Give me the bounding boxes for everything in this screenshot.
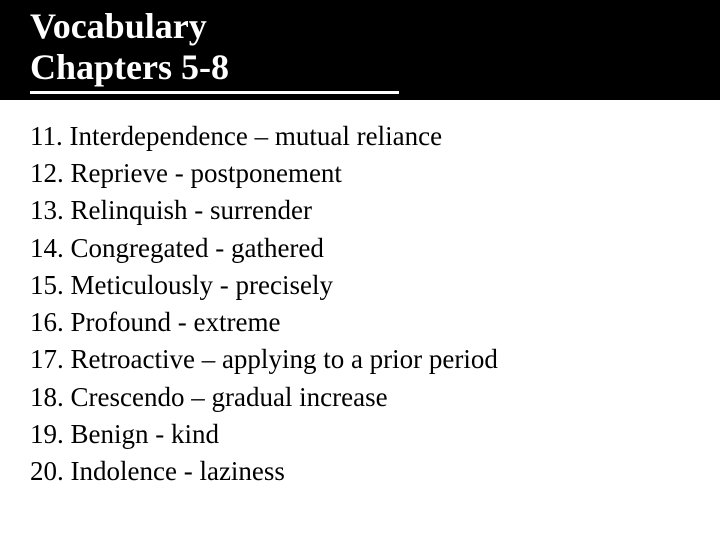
item-separator: -: [215, 233, 224, 263]
item-definition: precisely: [236, 270, 333, 300]
list-item: 12. Reprieve - postponement: [30, 155, 720, 192]
list-item: 13. Relinquish - surrender: [30, 192, 720, 229]
title-line-1: Vocabulary: [30, 6, 207, 46]
item-definition: surrender: [210, 195, 312, 225]
item-word: Benign: [71, 419, 149, 449]
item-number: 19.: [30, 419, 64, 449]
list-item: 15. Meticulously - precisely: [30, 267, 720, 304]
title-line-2: Chapters 5-8: [30, 47, 229, 87]
item-definition: gradual increase: [211, 382, 387, 412]
item-word: Profound: [71, 307, 172, 337]
item-word: Retroactive: [71, 344, 195, 374]
item-definition: mutual reliance: [275, 121, 442, 151]
item-definition: laziness: [199, 456, 284, 486]
item-separator: –: [202, 344, 216, 374]
item-separator: -: [184, 456, 193, 486]
item-word: Relinquish: [71, 195, 188, 225]
item-separator: -: [220, 270, 229, 300]
item-definition: kind: [171, 419, 219, 449]
item-definition: postponement: [190, 158, 341, 188]
item-separator: -: [175, 158, 184, 188]
slide-header: Vocabulary Chapters 5-8: [0, 0, 720, 100]
item-word: Meticulously: [71, 270, 214, 300]
item-number: 11.: [30, 121, 63, 151]
list-item: 14. Congregated - gathered: [30, 230, 720, 267]
list-item: 11. Interdependence – mutual reliance: [30, 118, 720, 155]
list-item: 16. Profound - extreme: [30, 304, 720, 341]
item-number: 14.: [30, 233, 64, 263]
list-item: 19. Benign - kind: [30, 416, 720, 453]
item-number: 18.: [30, 382, 64, 412]
item-number: 20.: [30, 456, 64, 486]
list-item: 20. Indolence - laziness: [30, 453, 720, 490]
item-separator: –: [255, 121, 269, 151]
item-word: Indolence: [71, 456, 177, 486]
item-separator: -: [194, 195, 203, 225]
item-separator: -: [178, 307, 187, 337]
item-number: 16.: [30, 307, 64, 337]
slide-title: Vocabulary Chapters 5-8: [30, 6, 399, 94]
item-number: 12.: [30, 158, 64, 188]
item-separator: –: [191, 382, 205, 412]
item-number: 13.: [30, 195, 64, 225]
item-word: Congregated: [71, 233, 209, 263]
item-number: 15.: [30, 270, 64, 300]
item-definition: applying to a prior period: [222, 344, 498, 374]
item-definition: gathered: [231, 233, 324, 263]
item-separator: -: [155, 419, 164, 449]
item-number: 17.: [30, 344, 64, 374]
item-word: Interdependence: [70, 121, 248, 151]
item-definition: extreme: [194, 307, 281, 337]
vocab-list: 11. Interdependence – mutual reliance 12…: [0, 100, 720, 491]
list-item: 18. Crescendo – gradual increase: [30, 379, 720, 416]
item-word: Reprieve: [71, 158, 168, 188]
list-item: 17. Retroactive – applying to a prior pe…: [30, 341, 720, 378]
item-word: Crescendo: [71, 382, 185, 412]
